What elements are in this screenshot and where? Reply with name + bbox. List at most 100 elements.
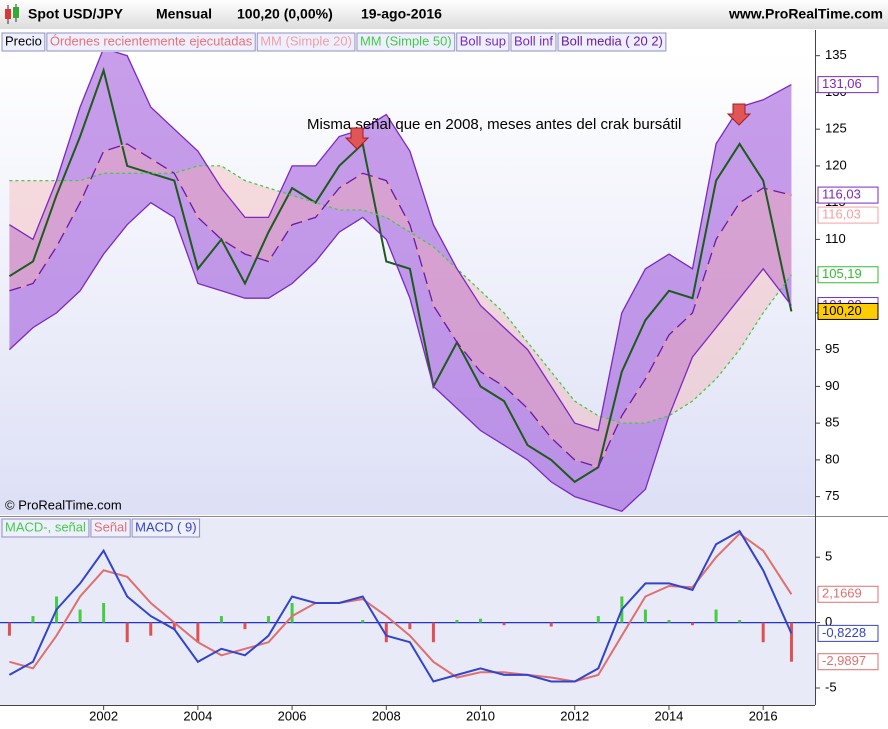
- price-label-box: [817, 186, 879, 204]
- annotation: Misma señal que en 2008, meses antes del…: [307, 116, 681, 133]
- histogram-bar: [290, 603, 294, 623]
- histogram-bar: [789, 622, 793, 662]
- y-tick-label: 110: [825, 231, 846, 246]
- y-tick-label: 5: [825, 549, 832, 564]
- histogram-bar: [172, 622, 176, 630]
- histogram-bar: [691, 622, 695, 626]
- legend-label: MM (Simple 20): [260, 33, 352, 48]
- price-label-box: [817, 585, 879, 603]
- histogram-bar: [455, 620, 459, 623]
- x-tick-label: 2010: [466, 708, 495, 723]
- y-tick-label: 95: [825, 341, 839, 356]
- histogram-bar: [7, 622, 11, 636]
- x-tick-label: 2004: [183, 708, 212, 723]
- y-tick-label: 125: [825, 121, 847, 136]
- legend-label: Boll inf: [514, 33, 553, 48]
- histogram-bar: [31, 616, 35, 623]
- price-label: 116,03: [822, 187, 861, 202]
- price-label-box: [817, 76, 879, 94]
- series-line: [8, 529, 793, 683]
- price-label: 100,20: [822, 303, 862, 318]
- histogram-bar: [361, 620, 365, 623]
- drawing: 7580859095100105110115120125130135131,06…: [0, 32, 879, 723]
- ma-cross-fill: [9, 143, 792, 468]
- y-tick-label: 85: [825, 415, 839, 430]
- legend-box: [356, 32, 456, 52]
- legend-label: Boll media ( 20 2): [561, 33, 663, 48]
- x-tick-label: 2002: [89, 708, 118, 723]
- legend-label: MM (Simple 50): [360, 33, 452, 48]
- histogram-bar: [643, 609, 647, 623]
- histogram-bar: [149, 622, 153, 636]
- price-label: -0,8228: [822, 625, 866, 640]
- y-tick-label: 0: [825, 614, 832, 629]
- x-tick-label: 2012: [560, 708, 589, 723]
- histogram-bar: [549, 622, 553, 627]
- legend-box: [510, 32, 557, 52]
- series-line: [9, 143, 792, 468]
- legend-box: [131, 518, 201, 538]
- legend-label: Órdenes recientemente ejecutadas: [50, 33, 253, 48]
- legend-label: MACD-, señal: [5, 519, 86, 534]
- header-bar: [0, 0, 888, 29]
- signal-arrow: [344, 127, 370, 150]
- legend-box: [1, 518, 90, 538]
- price-label-box: [817, 302, 879, 320]
- legend-box: [1, 32, 46, 52]
- histogram-bar: [738, 620, 742, 623]
- legend-label: Señal: [94, 519, 127, 534]
- header-quote: 100,20 (0,00%): [237, 6, 333, 22]
- histogram-bar: [78, 609, 82, 623]
- header-title: Spot USD/JPY: [28, 6, 124, 22]
- histogram-bar: [102, 603, 106, 623]
- histogram-bar: [714, 609, 718, 623]
- price-label-box: [817, 266, 879, 284]
- plot: [8, 52, 793, 513]
- price-label: 105,19: [822, 266, 862, 281]
- price-label: 116,03: [822, 207, 861, 222]
- series-line: [9, 532, 793, 683]
- price-label-box: [817, 624, 879, 642]
- y-tick-label: 135: [825, 47, 847, 62]
- legend-box: [46, 32, 256, 52]
- x-tick-label: 2006: [278, 708, 307, 723]
- legend-box: [456, 32, 510, 52]
- histogram-bar: [125, 622, 129, 643]
- histogram-bar: [479, 618, 483, 623]
- price-label: 131,06: [822, 76, 862, 91]
- macd-plot-bg: [0, 518, 815, 705]
- y-tick-label: 90: [825, 378, 839, 393]
- x-tick-label: 2016: [749, 708, 778, 723]
- y-tick-label: -5: [825, 679, 837, 694]
- histogram-bar: [431, 622, 435, 643]
- price-label-box: [817, 653, 879, 671]
- series-line: [8, 66, 793, 484]
- signal-arrow: [726, 103, 752, 126]
- header-period: Mensual: [156, 6, 212, 22]
- header-site: www.ProRealTime.com: [728, 6, 883, 22]
- histogram-bar: [761, 622, 765, 643]
- price-label: 2,1669: [822, 586, 862, 601]
- legend-label: Precio: [5, 33, 42, 48]
- legend-box: [256, 32, 356, 52]
- y-tick-label: 75: [825, 488, 839, 503]
- legend-box: [90, 518, 131, 538]
- series-line: [8, 201, 792, 513]
- bollinger-band: [9, 52, 792, 512]
- series-line: [9, 52, 792, 432]
- histogram-bar: [408, 622, 412, 630]
- y-tick-label: 80: [825, 451, 839, 466]
- legend-box: [557, 32, 667, 52]
- x-tick-label: 2008: [372, 708, 401, 723]
- histogram-bar: [502, 622, 506, 626]
- plot: [0, 529, 815, 683]
- histogram-bar: [243, 622, 247, 630]
- legend-label: Boll sup: [460, 33, 506, 48]
- histogram-bar: [596, 616, 600, 623]
- legend-label: MACD ( 9): [135, 519, 196, 534]
- candle-icon: [5, 4, 19, 24]
- header-date: 19-ago-2016: [361, 6, 442, 22]
- price-label-box: [817, 206, 879, 224]
